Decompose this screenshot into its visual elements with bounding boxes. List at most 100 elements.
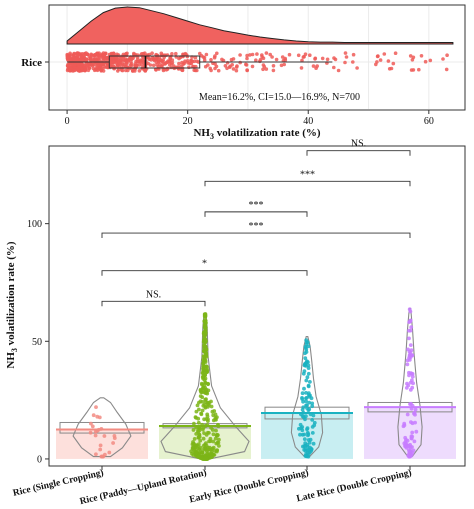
data-point — [192, 448, 197, 453]
data-point — [412, 411, 416, 416]
data-point — [92, 68, 97, 73]
significance-label: NS. — [146, 289, 161, 300]
data-point — [217, 444, 221, 448]
data-point — [304, 396, 308, 401]
data-point — [248, 53, 252, 57]
data-point — [401, 424, 406, 429]
data-point — [302, 369, 307, 373]
data-point — [163, 61, 168, 66]
data-point — [121, 62, 125, 67]
data-point — [306, 408, 311, 413]
data-point — [202, 402, 207, 407]
data-point — [305, 427, 309, 432]
data-point — [107, 450, 112, 455]
data-point — [83, 68, 87, 73]
data-point — [213, 62, 217, 66]
data-point — [177, 56, 181, 61]
data-point — [268, 52, 273, 57]
data-point — [304, 378, 309, 383]
data-point — [310, 431, 315, 435]
data-point — [194, 409, 199, 414]
significance-bracket: NS. — [101, 289, 206, 307]
data-point — [203, 390, 207, 395]
data-point — [234, 68, 239, 73]
data-point — [167, 63, 172, 67]
data-point — [279, 63, 284, 68]
data-point — [403, 435, 408, 440]
data-point — [409, 401, 413, 406]
bracket-line — [204, 211, 308, 217]
data-point — [302, 363, 307, 368]
data-point — [177, 61, 181, 66]
data-point — [325, 57, 330, 62]
data-point — [195, 444, 200, 448]
data-point — [130, 69, 135, 73]
data-point — [306, 363, 311, 368]
data-point — [114, 54, 119, 59]
data-point — [304, 347, 309, 352]
data-point — [197, 400, 201, 405]
data-point — [201, 364, 206, 368]
data-point — [419, 54, 424, 58]
data-point — [315, 64, 320, 68]
data-point — [428, 58, 433, 63]
data-point — [201, 436, 206, 441]
data-point — [204, 433, 209, 437]
x-tick-label: Late Rice (Double Cropping) — [295, 467, 412, 504]
data-point — [444, 67, 449, 72]
data-point — [202, 58, 207, 63]
data-point — [264, 51, 269, 55]
data-point — [296, 53, 301, 58]
data-point — [200, 427, 205, 432]
data-point — [93, 55, 98, 60]
data-point — [203, 380, 208, 385]
data-point — [375, 54, 380, 59]
data-point — [405, 358, 410, 363]
data-point — [303, 443, 308, 448]
data-point — [153, 57, 158, 61]
data-point — [206, 448, 211, 452]
data-point — [410, 353, 414, 358]
data-point — [72, 68, 77, 73]
data-point — [95, 60, 99, 65]
bracket-line — [101, 270, 308, 276]
data-point — [445, 53, 449, 57]
data-point — [245, 68, 249, 73]
data-point — [78, 57, 83, 62]
bracket-line — [306, 150, 411, 156]
data-point — [283, 58, 288, 62]
data-point — [211, 439, 216, 444]
data-point — [85, 63, 90, 67]
data-point — [203, 320, 208, 324]
data-point — [408, 319, 413, 324]
data-point — [270, 55, 274, 59]
data-point — [408, 343, 413, 347]
data-point — [405, 412, 410, 417]
data-point — [254, 58, 258, 62]
violin-groups — [56, 307, 456, 461]
data-point — [203, 330, 208, 335]
data-point — [117, 61, 122, 66]
data-point — [101, 66, 105, 71]
data-point — [215, 448, 219, 453]
data-point — [307, 393, 311, 397]
data-point — [185, 59, 190, 63]
data-point — [216, 68, 221, 73]
data-point — [137, 63, 142, 67]
data-point — [77, 65, 82, 70]
data-point — [305, 359, 309, 364]
data-point — [86, 68, 91, 73]
y-tick-label: 50 — [32, 337, 42, 348]
data-point — [310, 425, 315, 429]
data-point — [66, 64, 70, 68]
bracket-line — [101, 300, 206, 307]
x-tick-label: 0 — [65, 116, 70, 127]
data-point — [203, 453, 208, 458]
data-point — [409, 68, 414, 72]
data-point — [250, 52, 255, 57]
data-point — [308, 445, 312, 450]
data-point — [203, 313, 208, 317]
raincloud-x-axis-title: NH3 volatilization rate (%) — [193, 127, 320, 141]
data-point — [408, 442, 412, 447]
data-point — [91, 54, 95, 58]
